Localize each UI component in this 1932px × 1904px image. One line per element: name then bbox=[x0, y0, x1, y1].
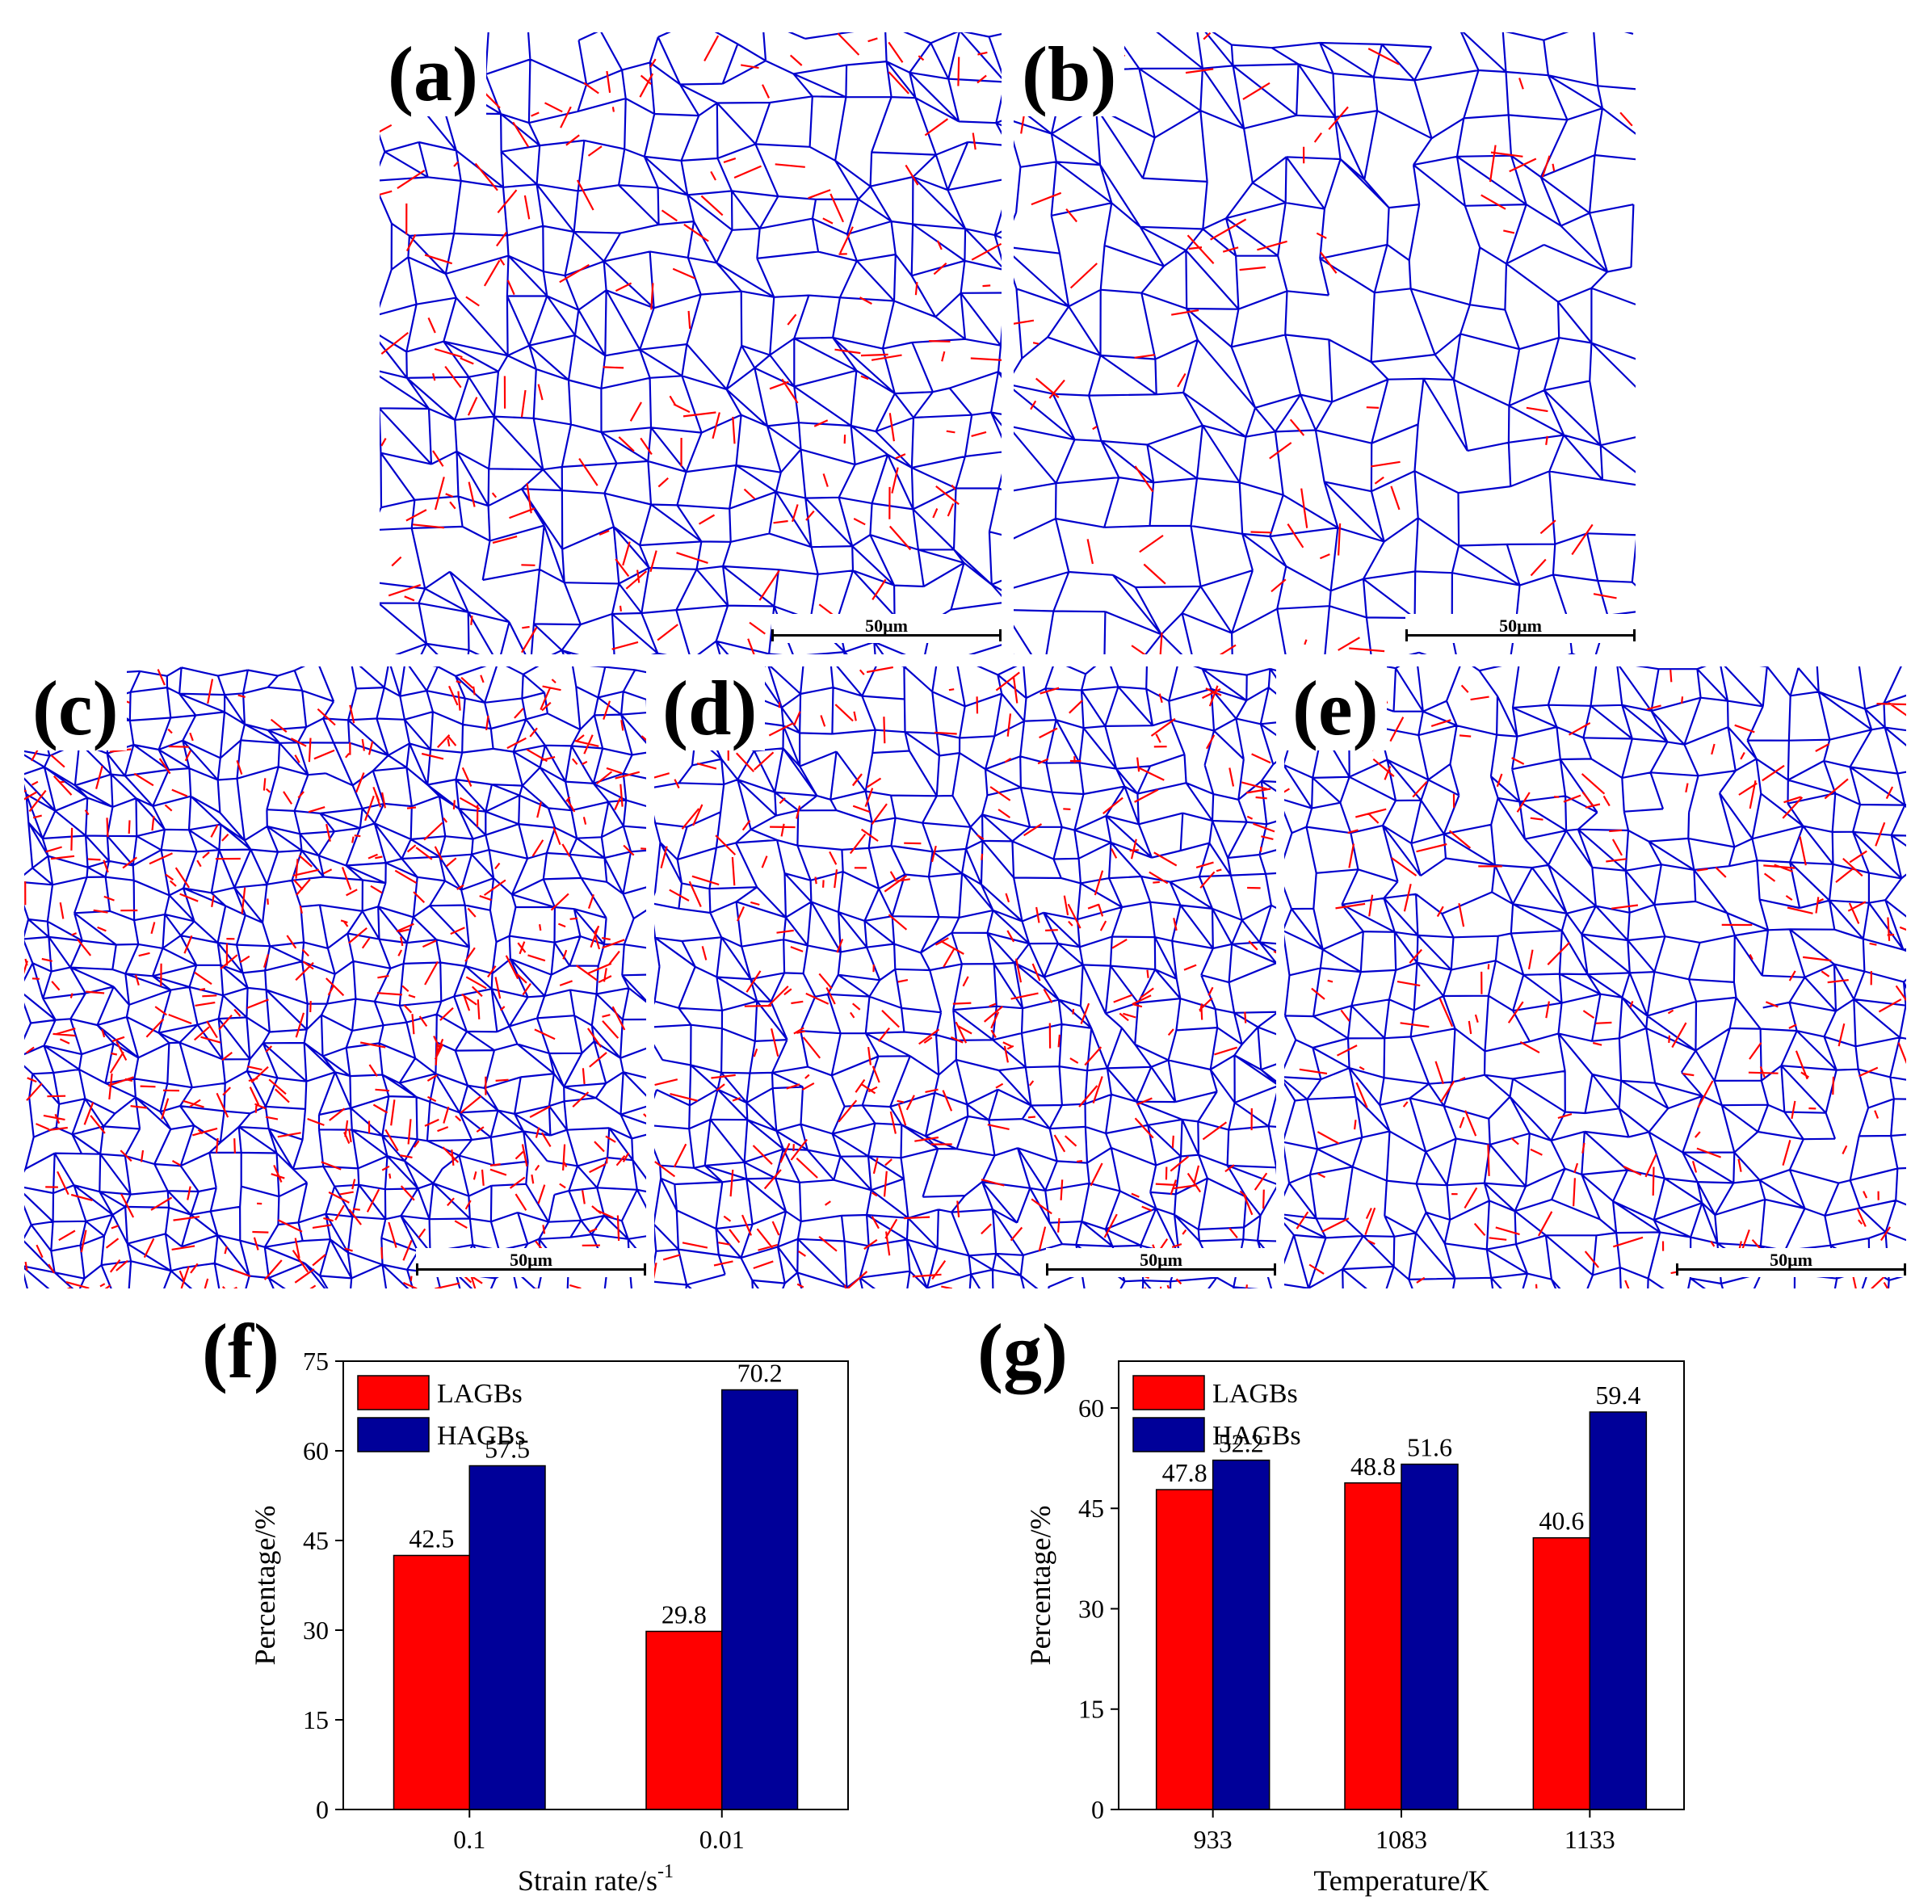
data-label-hagbs-1: 70.2 bbox=[737, 1359, 783, 1388]
scale-bar-text-c: 50μm bbox=[510, 1250, 552, 1270]
x-axis-label: Strain rate/s-1 bbox=[518, 1861, 674, 1897]
bar-hagbs-1 bbox=[1401, 1463, 1459, 1810]
y-tick-label: 60 bbox=[303, 1436, 329, 1465]
chart-f: (f) 42.5 57.5 0.1 29.8 70.2 0.01 0 15 30 45 60 75 Pe… bbox=[194, 1308, 905, 1897]
x-tick-label: 1083 bbox=[1376, 1825, 1427, 1854]
data-label-hagbs-0: 52.2 bbox=[1219, 1429, 1264, 1458]
panel-label-b: (b) bbox=[1014, 32, 1125, 116]
scale-bar-line-b bbox=[1405, 629, 1636, 641]
grain-boundary-map-a bbox=[380, 32, 1002, 654]
legend-label-lagbs: LAGBs bbox=[437, 1379, 523, 1409]
scale-bar-a: 50μm bbox=[771, 614, 1002, 643]
y-tick-label: 45 bbox=[303, 1526, 329, 1555]
y-tick-label: 60 bbox=[1078, 1393, 1104, 1423]
y-axis-label: Percentage/% bbox=[249, 1506, 281, 1666]
scale-bar-d: 50μm bbox=[1046, 1248, 1276, 1277]
scale-bar-line-e bbox=[1676, 1263, 1906, 1276]
plot-frame bbox=[1118, 1360, 1685, 1810]
bar-lagbs-1 bbox=[1344, 1482, 1402, 1810]
scale-bar-e: 50μm bbox=[1676, 1248, 1906, 1277]
chart-label-g: (g) bbox=[977, 1308, 1068, 1394]
legend-swatch-lagbs bbox=[357, 1375, 430, 1410]
grain-boundary-map-b bbox=[1014, 32, 1636, 654]
data-label-hagbs-0: 57.5 bbox=[485, 1435, 530, 1464]
y-tick-label: 15 bbox=[1078, 1695, 1104, 1724]
hagb-boundaries bbox=[1284, 666, 1906, 1288]
scale-bar-line-d bbox=[1046, 1263, 1276, 1276]
panel-label-c: (c) bbox=[24, 666, 127, 750]
micrograph-e: (e) 50μm bbox=[1284, 666, 1906, 1288]
x-axis-label-superscript: -1 bbox=[657, 1861, 674, 1882]
y-tick-label: 0 bbox=[1091, 1795, 1104, 1824]
bar-hagbs-1 bbox=[721, 1389, 799, 1810]
legend-swatch-lagbs bbox=[1132, 1375, 1205, 1410]
bar-lagbs-0 bbox=[393, 1554, 470, 1810]
data-label-lagbs-0: 47.8 bbox=[1162, 1458, 1208, 1487]
hagb-boundaries bbox=[380, 32, 1002, 654]
data-label-hagbs-1: 51.6 bbox=[1407, 1433, 1452, 1462]
bar-lagbs-0 bbox=[1155, 1489, 1214, 1810]
y-tick-label: 15 bbox=[303, 1705, 329, 1734]
scale-bar-text-b: 50μm bbox=[1499, 616, 1542, 636]
micrograph-a: (a) 50μm bbox=[380, 32, 1002, 654]
panel-label-a: (a) bbox=[380, 32, 486, 116]
y-tick-label: 75 bbox=[303, 1347, 329, 1376]
plot-frame bbox=[342, 1360, 849, 1810]
data-label-lagbs-1: 29.8 bbox=[662, 1599, 707, 1629]
y-tick-label: 30 bbox=[303, 1616, 329, 1645]
micrograph-c: (c) 50μm bbox=[24, 666, 646, 1288]
legend-label-hagbs: HAGBs bbox=[437, 1421, 526, 1451]
grain-boundary-map-c bbox=[24, 666, 646, 1288]
bar-hagbs-0 bbox=[1212, 1459, 1270, 1810]
micrograph-b: (b) 50μm bbox=[1014, 32, 1636, 654]
lagb-boundaries bbox=[380, 32, 1002, 654]
x-tick-label: 0.1 bbox=[453, 1825, 485, 1854]
scale-bar-text-d: 50μm bbox=[1140, 1250, 1182, 1270]
legend-swatch-hagbs bbox=[357, 1417, 430, 1452]
y-tick-label: 45 bbox=[1078, 1494, 1104, 1523]
bar-lagbs-2 bbox=[1532, 1536, 1591, 1810]
y-tick-label: 30 bbox=[1078, 1594, 1104, 1623]
grain-boundary-map-e bbox=[1284, 666, 1906, 1288]
bar-hagbs-0 bbox=[468, 1465, 546, 1810]
micrograph-d: (d) 50μm bbox=[654, 666, 1276, 1288]
legend-label-hagbs: HAGBs bbox=[1212, 1421, 1301, 1451]
data-label-lagbs-1: 48.8 bbox=[1350, 1452, 1396, 1481]
chart-f-svg: 42.5 57.5 0.1 29.8 70.2 0.01 0 15 30 45 60 75 Percen… bbox=[249, 1347, 849, 1897]
x-axis-label: Temperature/K bbox=[1313, 1864, 1489, 1897]
hagb-boundaries bbox=[1014, 32, 1636, 654]
panel-label-d: (d) bbox=[654, 666, 766, 750]
legend-label-lagbs: LAGBs bbox=[1212, 1379, 1298, 1409]
scale-bar-b: 50μm bbox=[1405, 614, 1636, 643]
y-axis-label: Percentage/% bbox=[1024, 1506, 1056, 1666]
grain-boundary-map-d bbox=[654, 666, 1276, 1288]
chart-g-svg: 47.8 52.2 933 48.8 51.6 1083 40.6 59.4 1133 0 15 30… bbox=[1024, 1360, 1685, 1897]
data-label-lagbs-0: 42.5 bbox=[409, 1524, 454, 1553]
panel-label-e: (e) bbox=[1284, 666, 1387, 750]
y-tick-label: 0 bbox=[316, 1795, 329, 1824]
data-label-lagbs-2: 40.6 bbox=[1539, 1507, 1584, 1536]
x-tick-label: 0.01 bbox=[699, 1825, 745, 1854]
scale-bar-text-e: 50μm bbox=[1770, 1250, 1812, 1270]
scale-bar-c: 50μm bbox=[416, 1248, 646, 1277]
bar-lagbs-1 bbox=[645, 1630, 723, 1810]
bar-hagbs-2 bbox=[1589, 1411, 1648, 1810]
lagb-boundaries bbox=[1014, 32, 1633, 654]
hagb-boundaries bbox=[654, 666, 1276, 1288]
x-tick-label: 1133 bbox=[1564, 1825, 1615, 1854]
scale-bar-text-a: 50μm bbox=[865, 616, 908, 636]
lagb-boundaries bbox=[24, 668, 646, 1288]
data-label-hagbs-2: 59.4 bbox=[1595, 1381, 1640, 1410]
scale-bar-line-c bbox=[416, 1263, 646, 1276]
chart-g: (g) 47.8 52.2 933 48.8 51.6 1083 40.6 59.4 1133 0… bbox=[969, 1308, 1777, 1897]
x-tick-label: 933 bbox=[1194, 1825, 1233, 1854]
legend-swatch-hagbs bbox=[1132, 1417, 1205, 1452]
chart-label-f: (f) bbox=[202, 1308, 279, 1394]
scale-bar-line-a bbox=[771, 629, 1002, 641]
